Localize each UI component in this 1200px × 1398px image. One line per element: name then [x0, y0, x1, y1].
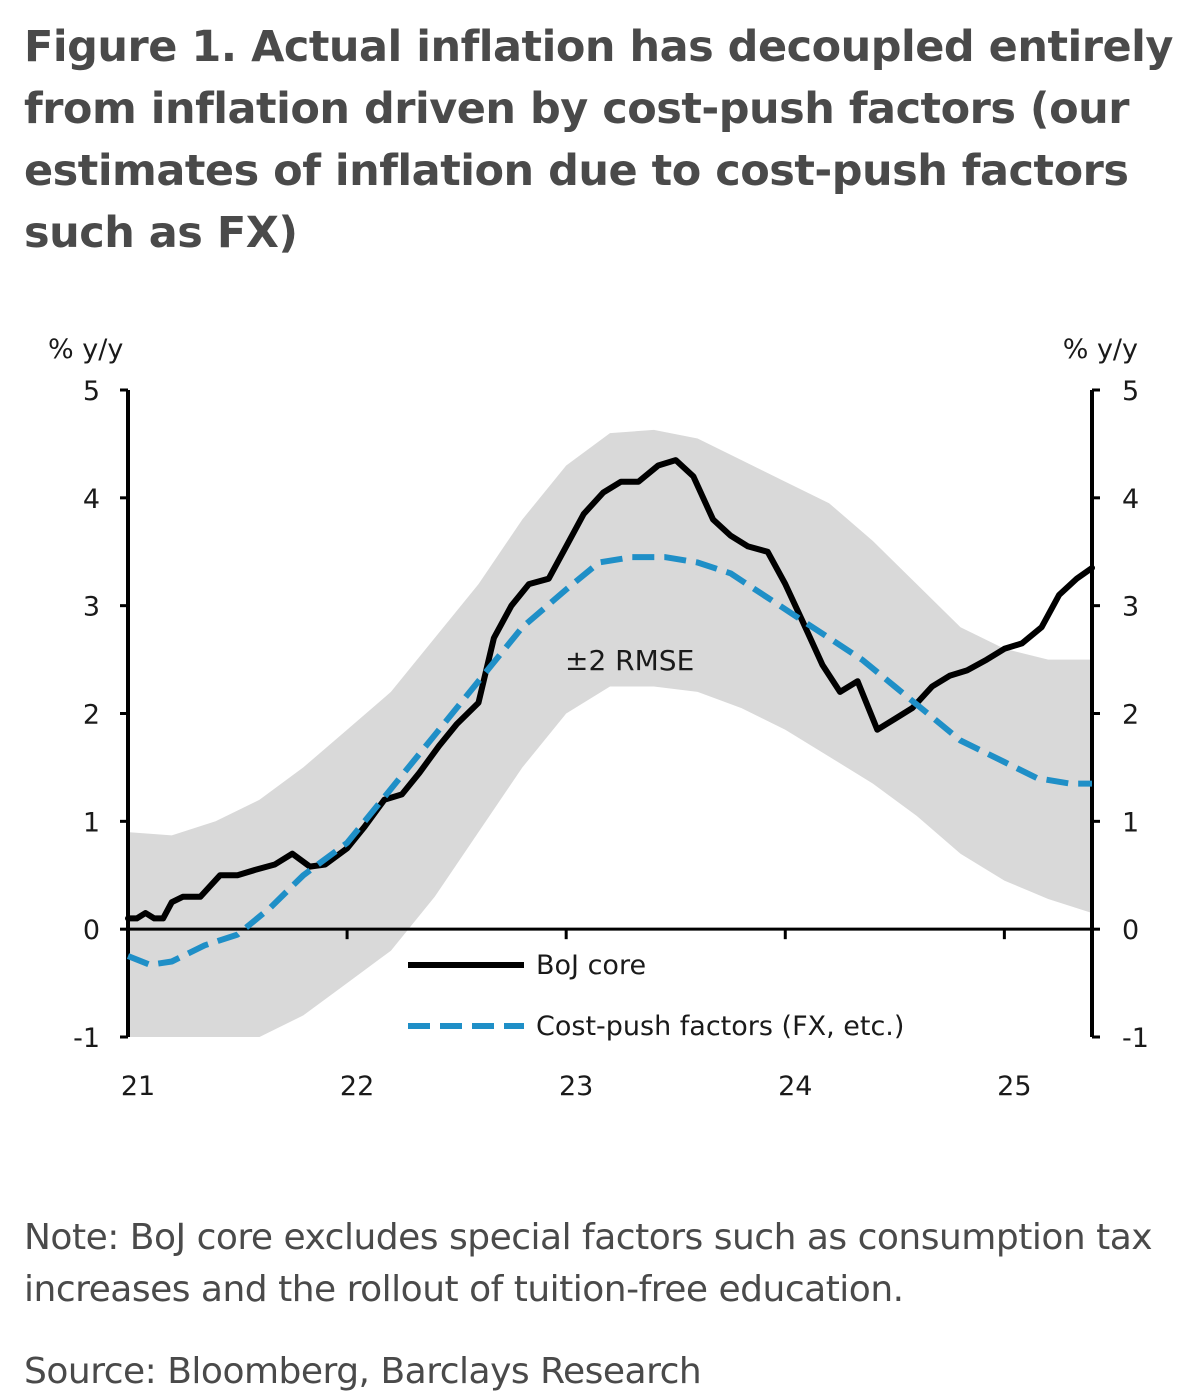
legend-label-cost-push: Cost-push factors (FX, etc.)	[536, 1011, 904, 1042]
x-tick-label: 23	[559, 1071, 593, 1102]
left-y-tick-label: 3	[83, 592, 100, 623]
left-y-tick-label: 5	[83, 376, 100, 407]
right-y-tick-label: 1	[1122, 807, 1139, 838]
rmse-band-layer	[128, 429, 1092, 1037]
legend-label-boj-core: BoJ core	[536, 950, 646, 981]
x-tick-label: 21	[121, 1071, 155, 1102]
left-y-tick-label: 4	[83, 484, 100, 515]
axes-layer: -1 -10 01 12 23 34 45 521 22 23 24 25	[73, 376, 1149, 1102]
right-y-tick-label: 2	[1122, 700, 1139, 731]
x-tick-label: 22	[340, 1071, 374, 1102]
chart-note: Note: BoJ core excludes special factors …	[24, 1217, 1153, 1310]
chart: % y/y % y/y -1 -10 01 12 23 34 45 521 22 23 24 25 ±…	[48, 334, 1149, 1102]
rmse-band-label: ±2 RMSE	[565, 644, 694, 677]
right-y-tick-label: 0	[1122, 915, 1139, 946]
right-y-tick-label: 4	[1122, 484, 1139, 515]
x-tick-label: 25	[997, 1071, 1031, 1102]
left-axis-unit-label: % y/y	[48, 334, 123, 365]
x-tick-label: 24	[778, 1071, 812, 1102]
rmse-band	[128, 429, 1092, 1037]
chart-source: Source: Bloomberg, Barclays Research	[24, 1351, 702, 1392]
series-layer	[125, 457, 1095, 968]
series-line-cost-push	[126, 554, 1092, 968]
right-y-tick-label: -1	[1122, 1023, 1149, 1054]
right-y-tick-label: 3	[1122, 592, 1139, 623]
left-y-tick-label: 2	[83, 700, 100, 731]
right-y-tick-label: 5	[1122, 376, 1139, 407]
left-y-tick-label: 1	[83, 807, 100, 838]
left-y-tick-label: -1	[73, 1023, 100, 1054]
right-axis-unit-label: % y/y	[1063, 334, 1138, 365]
legend: BoJ core Cost-push factors (FX, etc.)	[408, 950, 904, 1042]
chart-title: Figure 1. Actual inflation has decoupled…	[24, 22, 1173, 258]
left-y-tick-label: 0	[83, 915, 100, 946]
series-line-boj-core	[125, 457, 1095, 922]
